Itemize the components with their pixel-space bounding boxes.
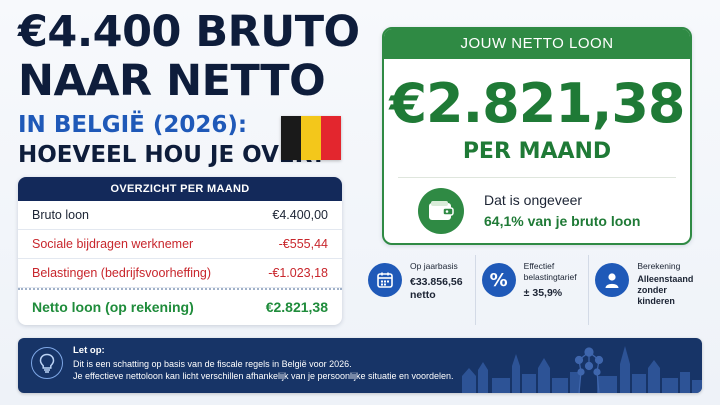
stat-tax-value: ± 35,9%: [523, 287, 563, 299]
netto-card-header: JOUW NETTO LOON: [384, 29, 690, 59]
row-label: Bruto loon: [32, 208, 89, 222]
headline-line-3: IN BELGIË (2026):: [18, 112, 248, 138]
note-bar: Let op: Dit is een schatting op basis va…: [18, 338, 702, 393]
note-line-1: Dit is een schatting op basis van de fis…: [73, 358, 352, 369]
netto-info-line-1: Dat is ongeveer: [484, 192, 583, 208]
netto-card: JOUW NETTO LOON €2.821,38 PER MAAND Dat …: [382, 27, 692, 245]
headline-line-1: €4.400 BRUTO: [18, 7, 360, 57]
stat-annual: Op jaarbasis €33.856,56 netto: [362, 255, 476, 325]
belgian-flag-icon: [281, 116, 341, 160]
flag-stripe-black: [281, 116, 301, 160]
city-skyline-icon: [462, 346, 702, 393]
netto-info: Dat is ongeveer 64,1% van je bruto loon: [384, 178, 690, 234]
stat-tax-rate: % Effectief belastingtarief ± 35,9%: [476, 255, 590, 325]
stat-tax-label-1: Effectief: [523, 261, 555, 271]
overview-row-total: Netto loon (op rekening) €2.821,38: [18, 288, 342, 324]
row-label: Belastingen (bedrijfsvoorheffing): [32, 266, 212, 280]
calendar-icon: [368, 263, 402, 297]
stats-row: Op jaarbasis €33.856,56 netto % Effectie…: [362, 255, 702, 325]
netto-amount: €2.821,38: [389, 72, 685, 135]
overview-table: OVERZICHT PER MAAND Bruto loon €4.400,00…: [18, 177, 342, 325]
stat-calc-label: Berekening: [637, 261, 681, 271]
wallet-icon: [418, 188, 464, 234]
row-label: Sociale bijdragen werknemer: [32, 237, 194, 251]
netto-period: PER MAAND: [462, 139, 612, 164]
netto-info-line-2: 64,1% van je bruto loon: [484, 213, 641, 229]
note-line-2: Je effectieve nettoloon kan licht versch…: [73, 371, 454, 381]
total-value: €2.821,38: [265, 299, 328, 315]
total-label: Netto loon (op rekening): [32, 299, 194, 315]
overview-row-bruto: Bruto loon €4.400,00: [18, 201, 342, 230]
lightbulb-icon: [31, 347, 63, 379]
stat-annual-suffix: netto: [410, 289, 436, 301]
stat-calc-value-1: Alleenstaand: [637, 274, 694, 284]
percent-icon: %: [481, 263, 516, 297]
headline-line-2: NAAR NETTO: [18, 56, 326, 106]
row-value: €4.400,00: [272, 208, 328, 222]
row-value: -€1.023,18: [268, 266, 328, 280]
stat-annual-value: €33.856,56: [410, 276, 463, 288]
flag-stripe-red: [321, 116, 341, 160]
stat-tax-label-2: belastingtarief: [523, 272, 577, 282]
row-value: -€555,44: [278, 237, 328, 251]
overview-row-tax: Belastingen (bedrijfsvoorheffing) -€1.02…: [18, 259, 342, 288]
person-icon: [595, 263, 630, 297]
overview-row-social: Sociale bijdragen werknemer -€555,44: [18, 230, 342, 259]
flag-stripe-yellow: [301, 116, 321, 160]
stat-calculation: Berekening Alleenstaand zonder kinderen: [589, 255, 702, 325]
stat-calc-value-2: zonder kinderen: [637, 285, 675, 306]
divider: [398, 177, 676, 178]
headline: €4.400 BRUTO NAAR NETTO IN BELGIË (2026)…: [18, 8, 360, 170]
overview-header: OVERZICHT PER MAAND: [18, 177, 342, 201]
headline-line-4: HOEVEEL HOU JE OVER?: [18, 142, 326, 168]
note-title: Let op:: [73, 345, 105, 356]
stat-annual-label: Op jaarbasis: [410, 261, 458, 271]
